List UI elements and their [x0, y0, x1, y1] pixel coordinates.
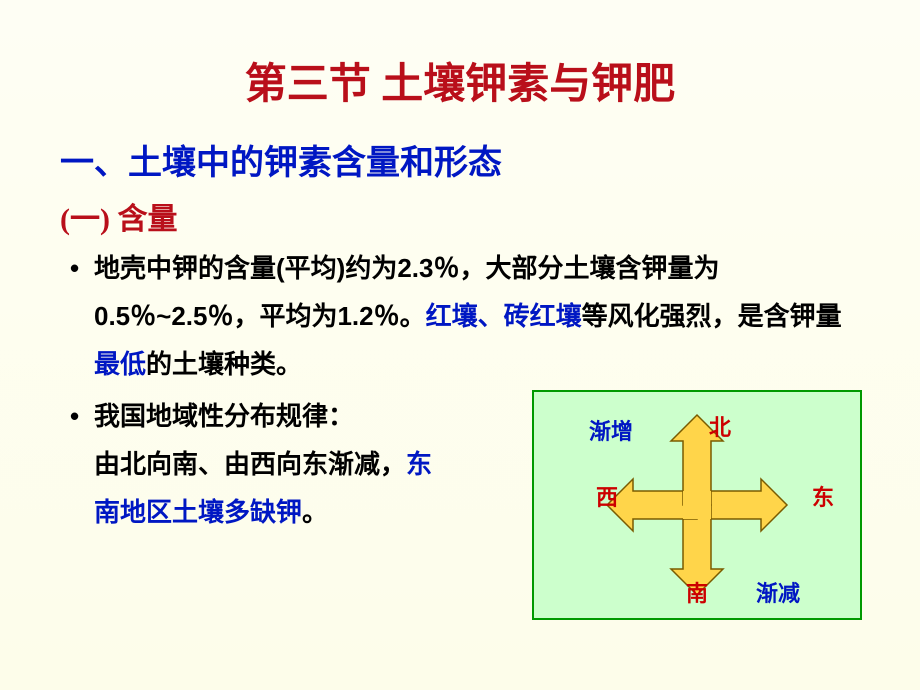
- slide: 第三节 土壤钾素与钾肥 一、土壤中的钾素含量和形态 (一) 含量 地壳中钾的含量…: [0, 0, 920, 690]
- bullet1-part3: 的土壤种类。: [146, 349, 302, 379]
- direction-east: 东: [812, 480, 834, 512]
- bullet1-part2: 等风化强烈，是含钾量: [582, 301, 842, 331]
- bullet2-line2-wrap: 由北向南、由西向东渐减，东南地区土壤多缺钾。: [94, 440, 450, 536]
- bullet2-end: 。: [302, 497, 328, 527]
- bullet1-hl1: 红壤、砖红壤: [426, 301, 582, 331]
- bullet1-hl2: 最低: [94, 349, 146, 379]
- bullet2-line1: 我国地域性分布规律：: [94, 392, 450, 440]
- subsection-heading: (一) 含量: [60, 194, 860, 238]
- label-decrease: 渐减: [756, 576, 800, 608]
- direction-south: 南: [686, 576, 708, 608]
- bullet-1: 地壳中钾的含量(平均)约为2.3％，大部分土壤含钾量为0.5％~2.5％，平均为…: [60, 244, 860, 388]
- section-heading: 一、土壤中的钾素含量和形态: [60, 135, 860, 184]
- slide-title: 第三节 土壤钾素与钾肥: [60, 50, 860, 111]
- compass-diagram: 北 南 东 西 渐增 渐减: [532, 390, 862, 620]
- bullet2-line2: 由北向南、由西向东渐减，: [94, 449, 406, 479]
- direction-west: 西: [596, 480, 618, 512]
- bullet-2: 我国地域性分布规律： 由北向南、由西向东渐减，东南地区土壤多缺钾。: [60, 392, 450, 536]
- direction-north: 北: [709, 410, 731, 442]
- label-increase: 渐增: [589, 414, 633, 446]
